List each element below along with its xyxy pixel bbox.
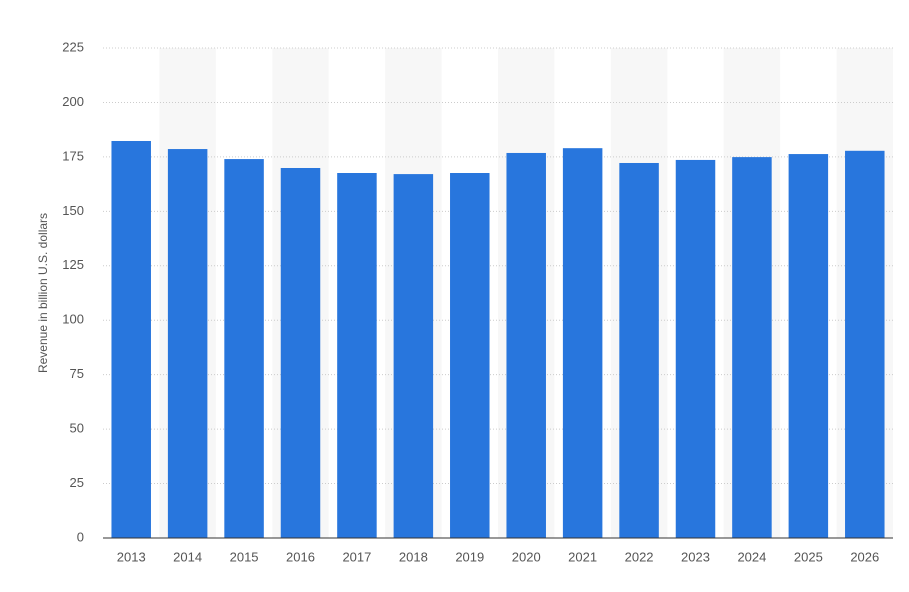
x-tick-label: 2021 bbox=[568, 549, 597, 564]
bar bbox=[675, 159, 716, 538]
x-tick-label: 2018 bbox=[399, 549, 428, 564]
bar bbox=[280, 167, 321, 539]
y-tick-label: 175 bbox=[62, 148, 84, 163]
y-axis-label: Revenue in billion U.S. dollars bbox=[36, 213, 50, 373]
x-tick-label: 2022 bbox=[625, 549, 654, 564]
y-tick-label: 225 bbox=[62, 39, 84, 54]
x-tick-label: 2024 bbox=[737, 549, 766, 564]
bar bbox=[845, 150, 885, 538]
bar bbox=[562, 148, 603, 538]
x-tick-label: 2025 bbox=[794, 549, 823, 564]
y-tick-label: 100 bbox=[62, 312, 84, 327]
x-tick-label: 2013 bbox=[117, 549, 146, 564]
y-tick-label: 150 bbox=[62, 203, 84, 218]
x-tick-label: 2026 bbox=[850, 549, 879, 564]
bar bbox=[732, 157, 772, 538]
y-tick-label: 0 bbox=[77, 529, 84, 544]
x-tick-label: 2019 bbox=[455, 549, 484, 564]
x-tick-label: 2015 bbox=[230, 549, 259, 564]
bar bbox=[619, 162, 659, 538]
y-tick-label: 200 bbox=[62, 94, 84, 109]
y-tick-label: 50 bbox=[70, 421, 84, 436]
bar bbox=[111, 140, 151, 539]
y-tick-label: 25 bbox=[70, 475, 84, 490]
bar bbox=[393, 174, 434, 539]
bar bbox=[337, 173, 377, 538]
x-tick-label: 2020 bbox=[512, 549, 541, 564]
x-tick-label: 2017 bbox=[342, 549, 371, 564]
bar bbox=[167, 149, 208, 538]
x-tick-label: 2014 bbox=[173, 549, 202, 564]
bar bbox=[788, 154, 829, 538]
x-tick-label: 2016 bbox=[286, 549, 315, 564]
bar bbox=[224, 159, 264, 539]
y-tick-label: 125 bbox=[62, 257, 84, 272]
x-tick-label: 2023 bbox=[681, 549, 710, 564]
bar bbox=[450, 173, 490, 538]
bar bbox=[506, 152, 546, 539]
y-tick-label: 75 bbox=[70, 366, 84, 381]
